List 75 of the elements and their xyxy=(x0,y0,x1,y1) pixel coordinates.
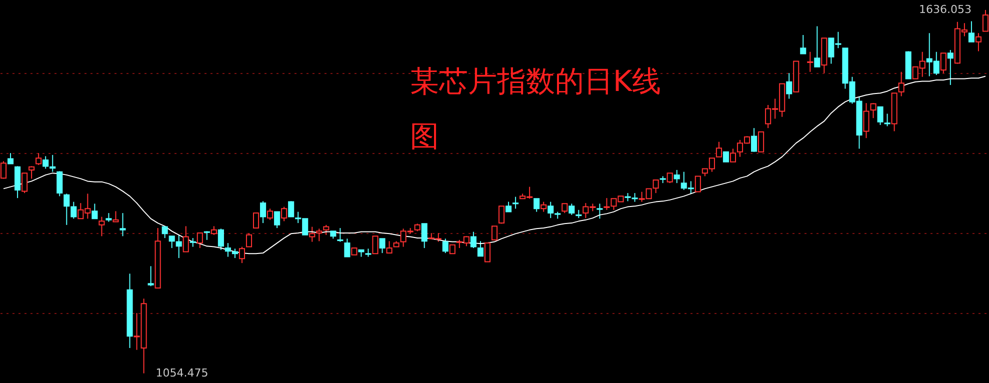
candlestick xyxy=(800,34,806,54)
candlestick xyxy=(751,128,758,152)
annotation: 1636.053 xyxy=(918,2,972,16)
candlestick xyxy=(758,131,764,152)
candlestick xyxy=(148,266,154,287)
candlestick xyxy=(344,238,350,258)
candlestick xyxy=(260,200,266,224)
candlestick xyxy=(540,201,547,212)
candlestick xyxy=(92,203,98,220)
candlestick xyxy=(252,212,260,229)
candlestick xyxy=(870,102,876,119)
candlestick xyxy=(898,71,904,97)
candlestick xyxy=(716,141,722,158)
candlestick xyxy=(666,172,673,184)
candlestick xyxy=(807,51,814,72)
candlestick xyxy=(512,196,519,210)
candlestick xyxy=(98,216,105,237)
candlestick xyxy=(267,208,274,220)
candlestick xyxy=(232,248,238,259)
candlestick xyxy=(491,226,498,240)
candlestick xyxy=(323,224,330,236)
candlestick xyxy=(604,198,610,210)
candlestick xyxy=(877,106,884,126)
candlestick xyxy=(337,228,344,242)
candlestick xyxy=(218,228,224,250)
candlestick xyxy=(281,206,288,222)
candlestick xyxy=(863,102,870,139)
candlestick xyxy=(182,226,189,252)
candlestick xyxy=(196,232,203,249)
candlestick xyxy=(940,52,946,74)
candlestick xyxy=(674,169,680,184)
candlestick xyxy=(288,200,294,218)
candlestick xyxy=(70,201,77,220)
candlestick xyxy=(379,238,386,254)
candlestick xyxy=(120,212,126,237)
candlestick xyxy=(372,236,378,254)
candlestick xyxy=(56,170,63,197)
candlestick xyxy=(42,156,49,170)
candlestick xyxy=(28,166,35,180)
candlestick xyxy=(442,238,448,254)
candlestick xyxy=(7,152,14,164)
candlestick xyxy=(884,113,890,127)
candlestick xyxy=(176,234,182,259)
candlestick xyxy=(498,206,505,224)
candlestick xyxy=(968,20,974,42)
candlestick xyxy=(484,242,491,262)
candlestick xyxy=(238,246,246,264)
candlestick xyxy=(814,26,820,68)
candlestick xyxy=(730,148,736,162)
candlestick xyxy=(562,203,568,214)
candlestick xyxy=(421,223,428,249)
candlestick xyxy=(506,201,512,212)
candlestick xyxy=(534,198,540,212)
candlestick xyxy=(975,32,982,52)
candlestick xyxy=(274,211,280,229)
candlestick xyxy=(22,172,28,194)
candlestick xyxy=(568,203,575,216)
candlestick xyxy=(786,72,792,100)
candlestick xyxy=(694,176,701,192)
candlestick xyxy=(246,232,252,248)
candlestick xyxy=(596,203,603,220)
candlestick xyxy=(947,49,954,86)
candlestick xyxy=(386,240,392,254)
candlestick xyxy=(36,152,42,166)
candlestick xyxy=(50,154,56,172)
candlestick xyxy=(722,151,729,162)
candlestick xyxy=(477,240,484,257)
candlestick xyxy=(64,193,70,226)
candlestick xyxy=(470,231,476,249)
candlestick xyxy=(168,236,175,249)
candlestick xyxy=(14,166,21,199)
candlestick xyxy=(224,242,231,258)
candlestick xyxy=(112,210,119,222)
annotation: 1054.475 xyxy=(156,366,208,380)
text: 某芯片指数的日K线图 xyxy=(410,64,662,153)
